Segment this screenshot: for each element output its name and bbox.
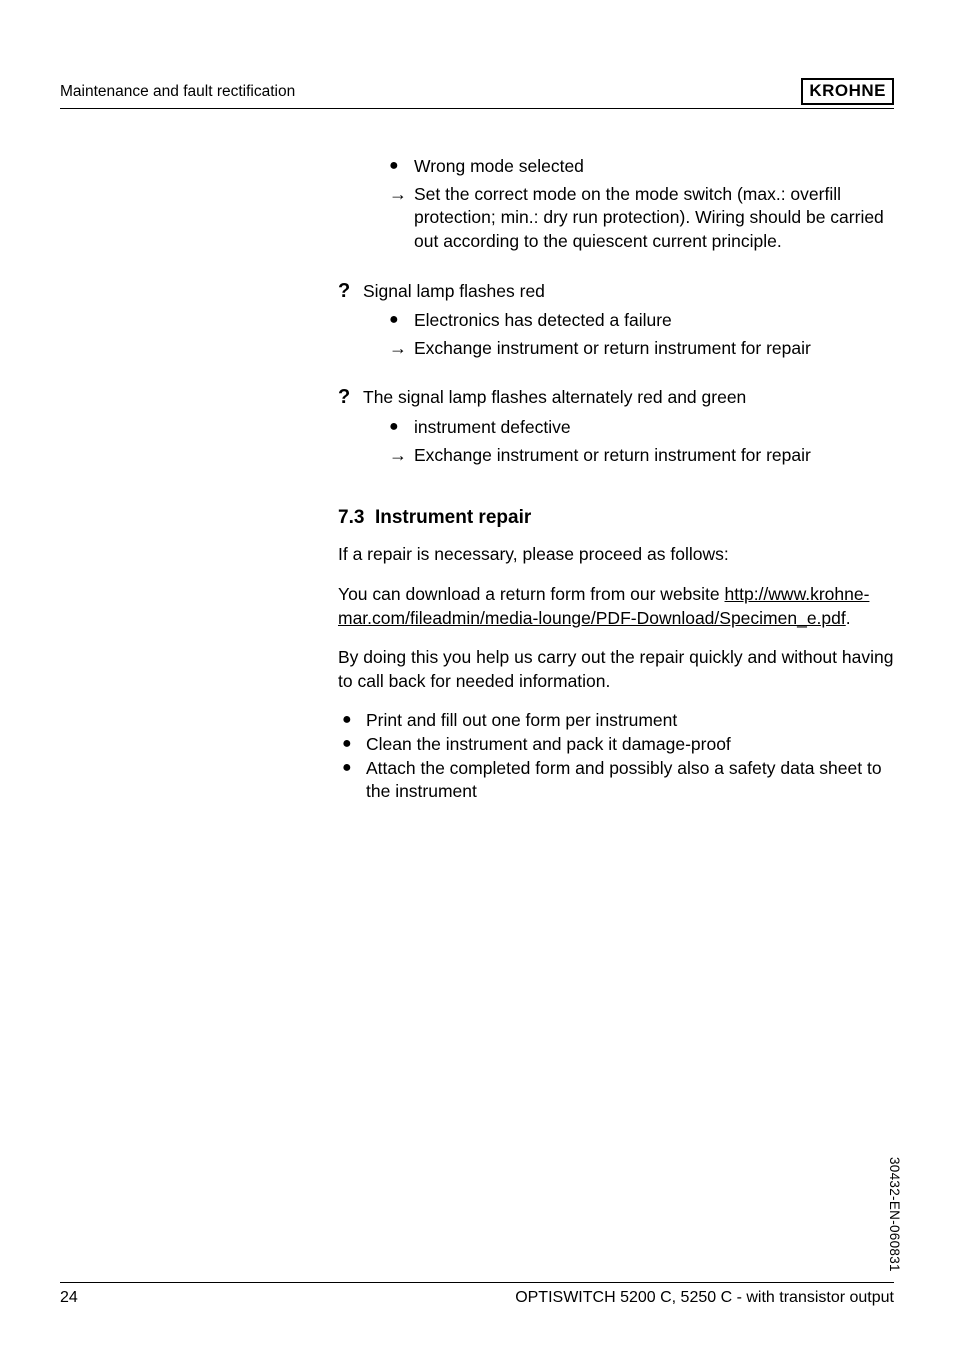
bullet-icon: ● [338,709,366,733]
bullet-icon: ● [338,733,366,757]
sub-block: ● instrument defective → Exchange instru… [338,416,897,467]
bullet-item: ● Electronics has detected a failure [389,309,897,333]
fault-block-1: ● Wrong mode selected → Set the correct … [338,155,897,254]
paragraph-with-link: You can download a return form from our … [338,583,897,630]
arrow-icon: → [389,183,414,254]
section-heading: 7.3 Instrument repair [338,507,897,529]
question-line: ? Signal lamp flashes red [338,280,897,304]
bullet-icon: ● [389,155,414,179]
fault-block-2: ? Signal lamp flashes red ● Electronics … [338,280,897,361]
action-text: Exchange instrument or return instrument… [414,444,897,468]
bullet-item: ● Wrong mode selected [389,155,897,179]
bullet-item: ● Clean the instrument and pack it damag… [338,733,897,757]
paragraph: If a repair is necessary, please proceed… [338,543,897,567]
product-name: OPTISWITCH 5200 C, 5250 C - with transis… [515,1289,894,1307]
arrow-icon: → [389,444,414,468]
page-number: 24 [60,1289,78,1307]
arrow-icon: → [389,337,414,361]
action-text: Set the correct mode on the mode switch … [414,183,897,254]
bullet-text: Wrong mode selected [414,155,897,179]
fault-block-3: ? The signal lamp flashes alternately re… [338,386,897,467]
bullet-text: Attach the completed form and possibly a… [366,757,897,804]
question-line: ? The signal lamp flashes alternately re… [338,386,897,410]
paragraph: By doing this you help us carry out the … [338,646,897,693]
section-number: 7.3 [338,507,364,528]
question-icon: ? [338,386,363,410]
para-text-pre: You can download a return form from our … [338,584,725,604]
question-text: Signal lamp flashes red [363,280,897,304]
page-footer: 24 OPTISWITCH 5200 C, 5250 C - with tran… [60,1282,894,1307]
repair-bullet-list: ● Print and fill out one form per instru… [338,709,897,804]
action-text: Exchange instrument or return instrument… [414,337,897,361]
bullet-item: ● Print and fill out one form per instru… [338,709,897,733]
bullet-icon: ● [389,309,414,333]
bullet-text: Print and fill out one form per instrume… [366,709,897,733]
header-section-text: Maintenance and fault rectification [60,83,295,101]
bullet-text: Clean the instrument and pack it damage-… [366,733,897,757]
bullet-item: ● Attach the completed form and possibly… [338,757,897,804]
para-text-post: . [846,608,851,628]
question-text: The signal lamp flashes alternately red … [363,386,897,410]
document-code: 30432-EN-060831 [887,1157,902,1272]
brand-logo: KROHNE [801,78,894,105]
bullet-item: ● instrument defective [389,416,897,440]
bullet-text: Electronics has detected a failure [414,309,897,333]
bullet-icon: ● [338,757,366,804]
bullet-text: instrument defective [414,416,897,440]
section-title-text: Instrument repair [375,507,531,528]
sub-block: ● Electronics has detected a failure → E… [338,309,897,360]
action-item: → Exchange instrument or return instrume… [389,444,897,468]
action-item: → Set the correct mode on the mode switc… [389,183,897,254]
main-content: ● Wrong mode selected → Set the correct … [338,155,897,804]
bullet-icon: ● [389,416,414,440]
question-icon: ? [338,280,363,304]
action-item: → Exchange instrument or return instrume… [389,337,897,361]
page-header: Maintenance and fault rectification KROH… [60,78,894,109]
